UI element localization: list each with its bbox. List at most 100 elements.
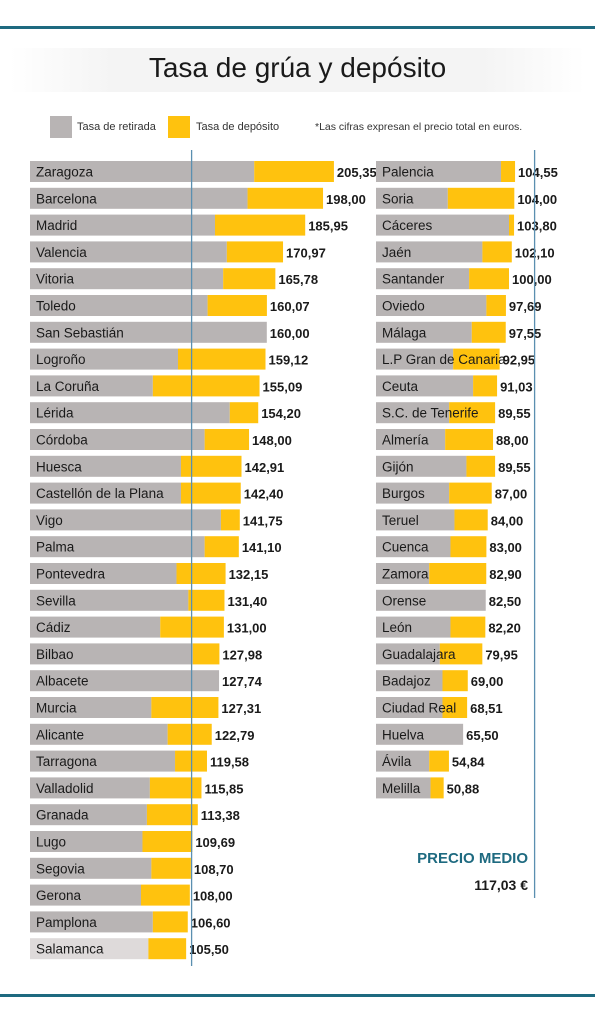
bar-deposito-left-7 (178, 348, 266, 370)
value-label-left-2: 185,95 (308, 219, 348, 234)
bar-deposito-left-25 (142, 831, 193, 852)
category-label-right-6: Málaga (382, 325, 427, 340)
bar-retirada-right-1 (376, 187, 448, 209)
bar-retirada-left-19 (30, 670, 220, 692)
value-label-right-9: 89,55 (498, 406, 531, 421)
value-label-left-18: 127,98 (222, 647, 262, 662)
bar-deposito-right-1 (447, 187, 515, 209)
value-label-left-0: 205,35 (337, 165, 377, 180)
bar-retirada-left-10 (30, 429, 205, 450)
value-label-left-14: 141,10 (242, 540, 282, 555)
bar-retirada-left-5 (30, 295, 208, 316)
category-label-left-27: Gerona (36, 888, 82, 903)
category-label-right-14: Cuenca (382, 540, 429, 555)
value-label-right-19: 69,00 (471, 674, 504, 689)
value-label-right-7: 92,95 (503, 353, 536, 368)
bar-retirada-right-20 (376, 697, 443, 718)
value-label-right-16: 82,50 (489, 594, 522, 609)
bar-deposito-right-4 (469, 268, 509, 290)
value-label-left-16: 131,40 (227, 594, 267, 609)
category-label-left-1: Barcelona (36, 191, 97, 206)
bar-deposito-left-5 (207, 295, 267, 316)
bar-deposito-left-21 (167, 723, 212, 745)
category-label-right-15: Zamora (382, 567, 429, 582)
bar-retirada-left-20 (30, 697, 152, 718)
value-label-left-9: 154,20 (261, 406, 301, 421)
bar-retirada-left-29 (30, 938, 149, 960)
bar-retirada-right-11 (376, 455, 467, 477)
category-label-left-3: Valencia (36, 245, 87, 260)
bar-retirada-left-0 (30, 161, 255, 182)
bar-retirada-left-6 (30, 321, 267, 343)
bar-retirada-right-0 (376, 161, 502, 182)
bar-retirada-right-22 (376, 750, 430, 772)
category-label-left-26: Segovia (36, 861, 85, 876)
value-label-left-4: 165,78 (278, 272, 318, 287)
category-label-left-14: Palma (36, 540, 75, 555)
category-label-left-8: La Coruña (36, 379, 100, 394)
bar-deposito-left-26 (151, 857, 191, 879)
bar-deposito-right-12 (449, 482, 492, 504)
value-label-right-2: 103,80 (517, 219, 557, 234)
bar-retirada-right-16 (376, 589, 486, 611)
category-label-left-0: Zaragoza (36, 165, 94, 180)
category-label-left-4: Vitoria (36, 272, 75, 287)
bar-retirada-left-22 (30, 750, 176, 772)
category-label-left-13: Vigo (36, 513, 63, 528)
value-label-right-1: 104,00 (517, 192, 557, 207)
bar-retirada-left-4 (30, 268, 224, 290)
bar-retirada-right-5 (376, 295, 487, 316)
value-label-right-23: 50,88 (447, 781, 480, 796)
category-label-left-29: Salamanca (36, 942, 104, 957)
bar-retirada-right-18 (376, 643, 440, 665)
bar-retirada-right-9 (376, 402, 450, 424)
bar-retirada-left-17 (30, 616, 161, 638)
bar-deposito-left-15 (176, 563, 226, 584)
bar-retirada-right-15 (376, 563, 430, 584)
value-label-left-11: 142,91 (245, 460, 285, 475)
bar-retirada-left-12 (30, 482, 181, 504)
bar-retirada-left-3 (30, 241, 227, 263)
category-label-right-19: Badajoz (382, 674, 431, 689)
bar-deposito-left-14 (204, 536, 239, 558)
value-label-right-4: 100,00 (512, 272, 552, 287)
value-label-right-13: 84,00 (491, 513, 524, 528)
value-label-right-0: 104,55 (518, 165, 558, 180)
category-label-right-23: Melilla (382, 781, 421, 796)
bar-retirada-left-28 (30, 911, 153, 933)
bar-deposito-left-0 (254, 161, 334, 182)
bar-deposito-right-11 (466, 455, 496, 477)
bar-deposito-right-23 (430, 777, 444, 799)
value-label-left-5: 160,07 (270, 299, 310, 314)
legend-swatch-retirada (50, 116, 72, 138)
bar-retirada-right-6 (376, 321, 472, 343)
category-label-left-11: Huesca (36, 459, 82, 474)
bar-retirada-left-18 (30, 643, 193, 665)
value-label-right-14: 83,00 (489, 540, 522, 555)
category-label-right-16: Orense (382, 593, 426, 608)
bar-retirada-left-16 (30, 589, 189, 611)
bar-retirada-right-17 (376, 616, 451, 638)
category-label-right-0: Palencia (382, 165, 434, 180)
category-label-left-10: Córdoba (36, 433, 88, 448)
bar-retirada-left-25 (30, 831, 143, 852)
bar-deposito-left-4 (223, 268, 276, 290)
bottom-rule (0, 994, 595, 997)
bar-deposito-right-17 (450, 616, 486, 638)
bar-retirada-right-12 (376, 482, 450, 504)
value-label-right-12: 87,00 (495, 487, 528, 502)
chart-title: Tasa de grúa y depósito (148, 52, 447, 83)
category-label-right-13: Teruel (382, 513, 419, 528)
bar-retirada-left-1 (30, 187, 248, 209)
title-band (10, 48, 585, 92)
value-label-right-8: 91,03 (500, 379, 533, 394)
bar-deposito-left-16 (188, 589, 225, 611)
category-label-right-17: León (382, 620, 412, 635)
category-label-right-5: Oviedo (382, 299, 425, 314)
value-label-right-22: 54,84 (452, 755, 485, 770)
bar-deposito-right-8 (473, 375, 498, 397)
value-label-left-26: 108,70 (194, 862, 234, 877)
top-rule (0, 26, 595, 29)
value-label-left-3: 170,97 (286, 245, 326, 260)
category-label-left-18: Bilbao (36, 647, 74, 662)
